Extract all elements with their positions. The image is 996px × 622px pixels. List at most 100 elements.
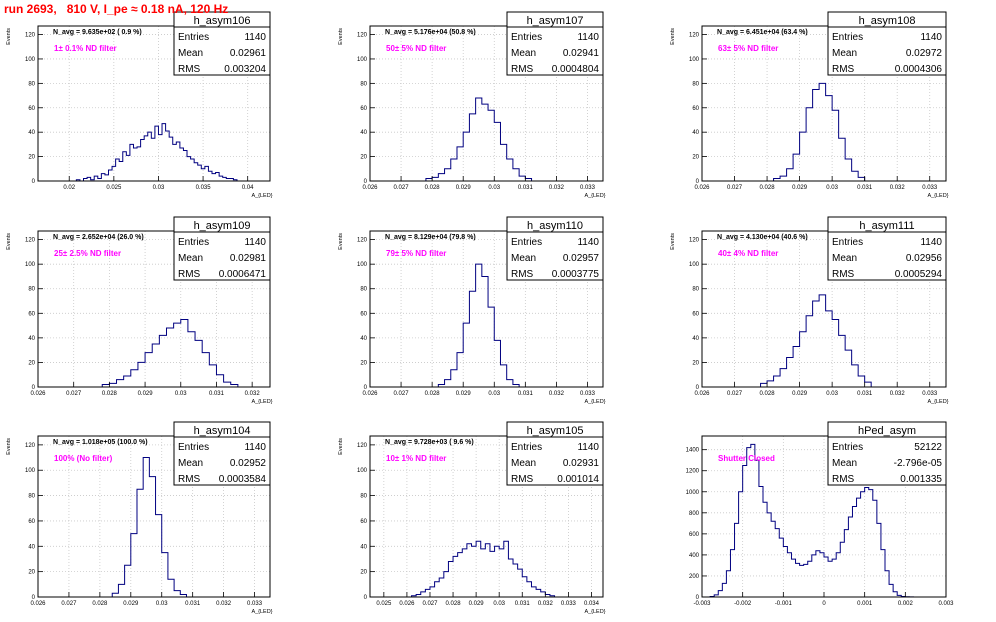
x-axis-label: A_{LED} bbox=[584, 609, 605, 615]
plot-frame bbox=[37, 230, 271, 388]
x-tick-label: 0.031 bbox=[515, 601, 531, 607]
y-tick-label: 20 bbox=[360, 360, 367, 366]
y-tick-label: 60 bbox=[28, 311, 35, 317]
y-tick-label: 20 bbox=[692, 155, 699, 161]
stats-title: h_asym108 bbox=[859, 15, 916, 27]
filter-label: 50± 5% ND filter bbox=[386, 44, 446, 53]
stats-key: Entries bbox=[832, 32, 863, 43]
y-tick-label: 0 bbox=[32, 385, 36, 391]
stats-key: RMS bbox=[511, 64, 534, 75]
stats-value: 0.001335 bbox=[900, 474, 942, 485]
histogram-line bbox=[437, 263, 520, 387]
histogram-panel: 0.026 0.027 0.028 0.029 0.03 0.031 0.032 0 20 40 6… bbox=[6, 216, 273, 405]
x-tick-label: 0.027 bbox=[66, 391, 82, 397]
plot-frame bbox=[701, 25, 947, 182]
run-title: run 2693, 810 V, I_pe ≈ 0.18 nA, 120 Hz bbox=[4, 2, 229, 16]
x-tick-label: 0.027 bbox=[727, 391, 743, 397]
stats-value: 1140 bbox=[577, 32, 599, 43]
y-tick-label: 40 bbox=[692, 336, 699, 342]
filter-label: 100% (No filter) bbox=[54, 454, 113, 463]
x-tick-label: 0.03 bbox=[493, 601, 505, 607]
x-tick-label: 0.026 bbox=[30, 601, 46, 607]
histogram-line bbox=[425, 97, 533, 181]
y-tick-label: 1200 bbox=[686, 469, 700, 475]
y-axis-label: Events bbox=[670, 28, 676, 45]
x-tick-label: 0.033 bbox=[247, 601, 263, 607]
stats-key: RMS bbox=[178, 64, 201, 75]
stats-value: 0.02961 bbox=[230, 48, 267, 59]
histogram-panel: 0.026 0.027 0.028 0.029 0.03 0.031 0.032 0.033 0… bbox=[338, 11, 606, 199]
y-tick-label: 120 bbox=[357, 238, 368, 244]
x-tick-label: -0.001 bbox=[775, 601, 793, 607]
stats-title: h_asym105 bbox=[527, 425, 584, 437]
stats-key: Mean bbox=[178, 253, 203, 264]
stats-key: Entries bbox=[511, 32, 542, 43]
stats-key: Mean bbox=[832, 253, 857, 264]
y-axis-label: Events bbox=[338, 438, 344, 455]
y-tick-label: 100 bbox=[689, 262, 700, 268]
y-tick-label: 40 bbox=[360, 544, 367, 550]
y-tick-label: 60 bbox=[692, 106, 699, 112]
plot-frame bbox=[369, 435, 604, 598]
stats-value: 0.02957 bbox=[563, 253, 600, 264]
y-tick-label: 100 bbox=[25, 468, 36, 474]
x-tick-label: -0.002 bbox=[734, 601, 752, 607]
x-tick-label: 0.03 bbox=[175, 391, 187, 397]
x-tick-label: 0.033 bbox=[561, 601, 577, 607]
y-tick-label: 60 bbox=[28, 519, 35, 525]
x-tick-label: 0.027 bbox=[394, 185, 410, 191]
x-tick-label: 0.028 bbox=[92, 601, 108, 607]
stats-value: 0.02941 bbox=[563, 48, 600, 59]
stats-key: RMS bbox=[511, 474, 534, 485]
x-tick-label: 0.031 bbox=[518, 391, 534, 397]
x-tick-label: 0.029 bbox=[469, 601, 485, 607]
x-tick-label: 0.026 bbox=[362, 391, 378, 397]
y-tick-label: 0 bbox=[696, 385, 700, 391]
y-tick-label: 60 bbox=[692, 311, 699, 317]
y-tick-label: 20 bbox=[28, 570, 35, 576]
y-axis-label: Events bbox=[338, 28, 344, 45]
y-tick-label: 800 bbox=[689, 511, 700, 517]
x-tick-label: 0.03 bbox=[488, 391, 500, 397]
stats-key: RMS bbox=[511, 269, 534, 280]
y-tick-label: 20 bbox=[360, 570, 367, 576]
y-tick-label: 60 bbox=[360, 106, 367, 112]
histogram-line bbox=[773, 82, 866, 181]
filter-label: Shutter Closed bbox=[718, 454, 775, 463]
x-axis-label: A_{LED} bbox=[584, 193, 605, 199]
stats-value: 0.0003775 bbox=[552, 269, 600, 280]
histogram-line bbox=[111, 457, 187, 597]
y-tick-label: 40 bbox=[692, 130, 699, 136]
y-tick-label: 120 bbox=[689, 238, 700, 244]
x-tick-label: 0.029 bbox=[456, 391, 472, 397]
stats-value: -2.796e-05 bbox=[894, 458, 943, 469]
x-tick-label: 0.028 bbox=[425, 185, 441, 191]
stats-value: 1140 bbox=[244, 442, 266, 453]
y-axis-label: Events bbox=[6, 28, 12, 45]
y-tick-label: 1000 bbox=[686, 490, 700, 496]
x-axis-label: A_{LED} bbox=[584, 399, 605, 405]
x-tick-label: 0.03 bbox=[153, 185, 165, 191]
x-axis-label: A_{LED} bbox=[251, 609, 272, 615]
stats-key: Entries bbox=[832, 442, 863, 453]
y-tick-label: 0 bbox=[364, 179, 368, 185]
y-tick-label: 40 bbox=[28, 130, 35, 136]
y-tick-label: 80 bbox=[28, 81, 35, 87]
stats-key: Mean bbox=[832, 48, 857, 59]
x-tick-label: 0.031 bbox=[185, 601, 201, 607]
stats-value: 0.02981 bbox=[230, 253, 267, 264]
stats-box bbox=[506, 421, 604, 486]
x-tick-label: 0.035 bbox=[196, 185, 212, 191]
stats-key: Entries bbox=[178, 237, 209, 248]
x-axis-label: A_{LED} bbox=[927, 399, 948, 405]
x-tick-label: 0.029 bbox=[792, 391, 808, 397]
y-tick-label: 1400 bbox=[686, 448, 700, 454]
x-tick-label: 0.029 bbox=[792, 185, 808, 191]
y-tick-label: 0 bbox=[696, 595, 700, 601]
x-tick-label: 0.026 bbox=[30, 391, 46, 397]
histogram-panel: 0.026 0.027 0.028 0.029 0.03 0.031 0.032 0.033 0… bbox=[338, 216, 606, 405]
stats-key: Entries bbox=[178, 442, 209, 453]
navg-label: N_avg = 6.451e+04 (63.4 %) bbox=[717, 29, 808, 36]
stats-title: h_asym110 bbox=[527, 220, 583, 232]
